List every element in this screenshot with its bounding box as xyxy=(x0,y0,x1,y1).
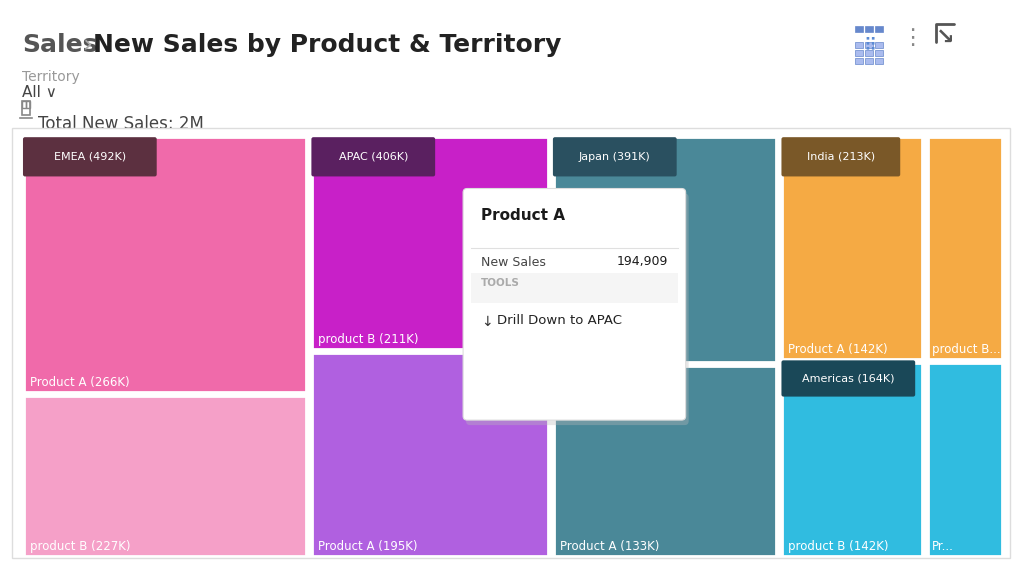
Text: Product A (195K): Product A (195K) xyxy=(318,540,418,553)
FancyBboxPatch shape xyxy=(781,360,915,396)
Bar xyxy=(874,42,883,48)
FancyBboxPatch shape xyxy=(553,137,677,177)
Text: Pr...: Pr... xyxy=(932,540,954,553)
Text: Drill Down to APAC: Drill Down to APAC xyxy=(497,315,623,328)
Text: All ∨: All ∨ xyxy=(22,85,57,100)
Text: ›: › xyxy=(75,33,101,57)
Bar xyxy=(865,42,873,48)
Bar xyxy=(22,101,30,115)
Text: Americas (164K): Americas (164K) xyxy=(802,374,895,383)
Text: Total New Sales: 2M: Total New Sales: 2M xyxy=(38,115,204,133)
Bar xyxy=(855,58,863,64)
Text: Sales: Sales xyxy=(22,33,97,57)
Text: EMEA (492K): EMEA (492K) xyxy=(54,152,126,162)
FancyBboxPatch shape xyxy=(466,194,689,425)
Bar xyxy=(554,366,776,556)
Text: Japan (391K): Japan (391K) xyxy=(579,152,650,162)
Bar xyxy=(471,273,678,303)
Bar xyxy=(12,128,1010,558)
Text: product B (211K): product B (211K) xyxy=(318,333,419,346)
Bar xyxy=(554,136,776,362)
Bar xyxy=(312,353,548,556)
Bar xyxy=(855,42,863,48)
Text: product B (227K): product B (227K) xyxy=(30,540,130,553)
Bar xyxy=(865,50,873,56)
Text: India (213K): India (213K) xyxy=(807,152,874,162)
Bar xyxy=(928,136,1002,360)
Bar xyxy=(22,101,26,108)
Text: Product A (133K): Product A (133K) xyxy=(560,540,659,553)
Text: ↓: ↓ xyxy=(481,315,493,328)
Text: product B...: product B... xyxy=(932,343,1000,356)
Text: APAC (406K): APAC (406K) xyxy=(339,152,408,162)
Bar xyxy=(855,26,863,32)
Text: 194,909: 194,909 xyxy=(616,256,668,269)
FancyBboxPatch shape xyxy=(781,137,900,177)
FancyBboxPatch shape xyxy=(23,137,157,177)
Text: New Sales by Product & Territory: New Sales by Product & Territory xyxy=(93,33,561,57)
Bar xyxy=(874,26,883,32)
Text: ⋮: ⋮ xyxy=(901,28,923,48)
FancyBboxPatch shape xyxy=(463,189,686,420)
Bar xyxy=(24,396,306,556)
Bar xyxy=(26,101,30,108)
Bar xyxy=(312,136,548,349)
Bar xyxy=(782,363,923,556)
Bar xyxy=(928,363,1002,556)
Bar xyxy=(855,50,863,56)
Text: TOOLS: TOOLS xyxy=(481,278,520,289)
Text: ⠿: ⠿ xyxy=(863,36,877,54)
Text: Product A (266K): Product A (266K) xyxy=(30,377,130,390)
Bar xyxy=(865,58,873,64)
Text: Product A (142K): Product A (142K) xyxy=(788,343,888,356)
Bar xyxy=(874,58,883,64)
Bar xyxy=(782,136,923,360)
Text: product B (142K): product B (142K) xyxy=(788,540,889,553)
Bar xyxy=(865,26,873,32)
Bar xyxy=(874,50,883,56)
Text: New Sales: New Sales xyxy=(481,256,546,269)
Text: Territory: Territory xyxy=(22,70,80,84)
Bar xyxy=(24,136,306,392)
FancyBboxPatch shape xyxy=(311,137,435,177)
Text: Product A: Product A xyxy=(481,208,565,223)
Text: ↘: ↘ xyxy=(936,28,954,48)
